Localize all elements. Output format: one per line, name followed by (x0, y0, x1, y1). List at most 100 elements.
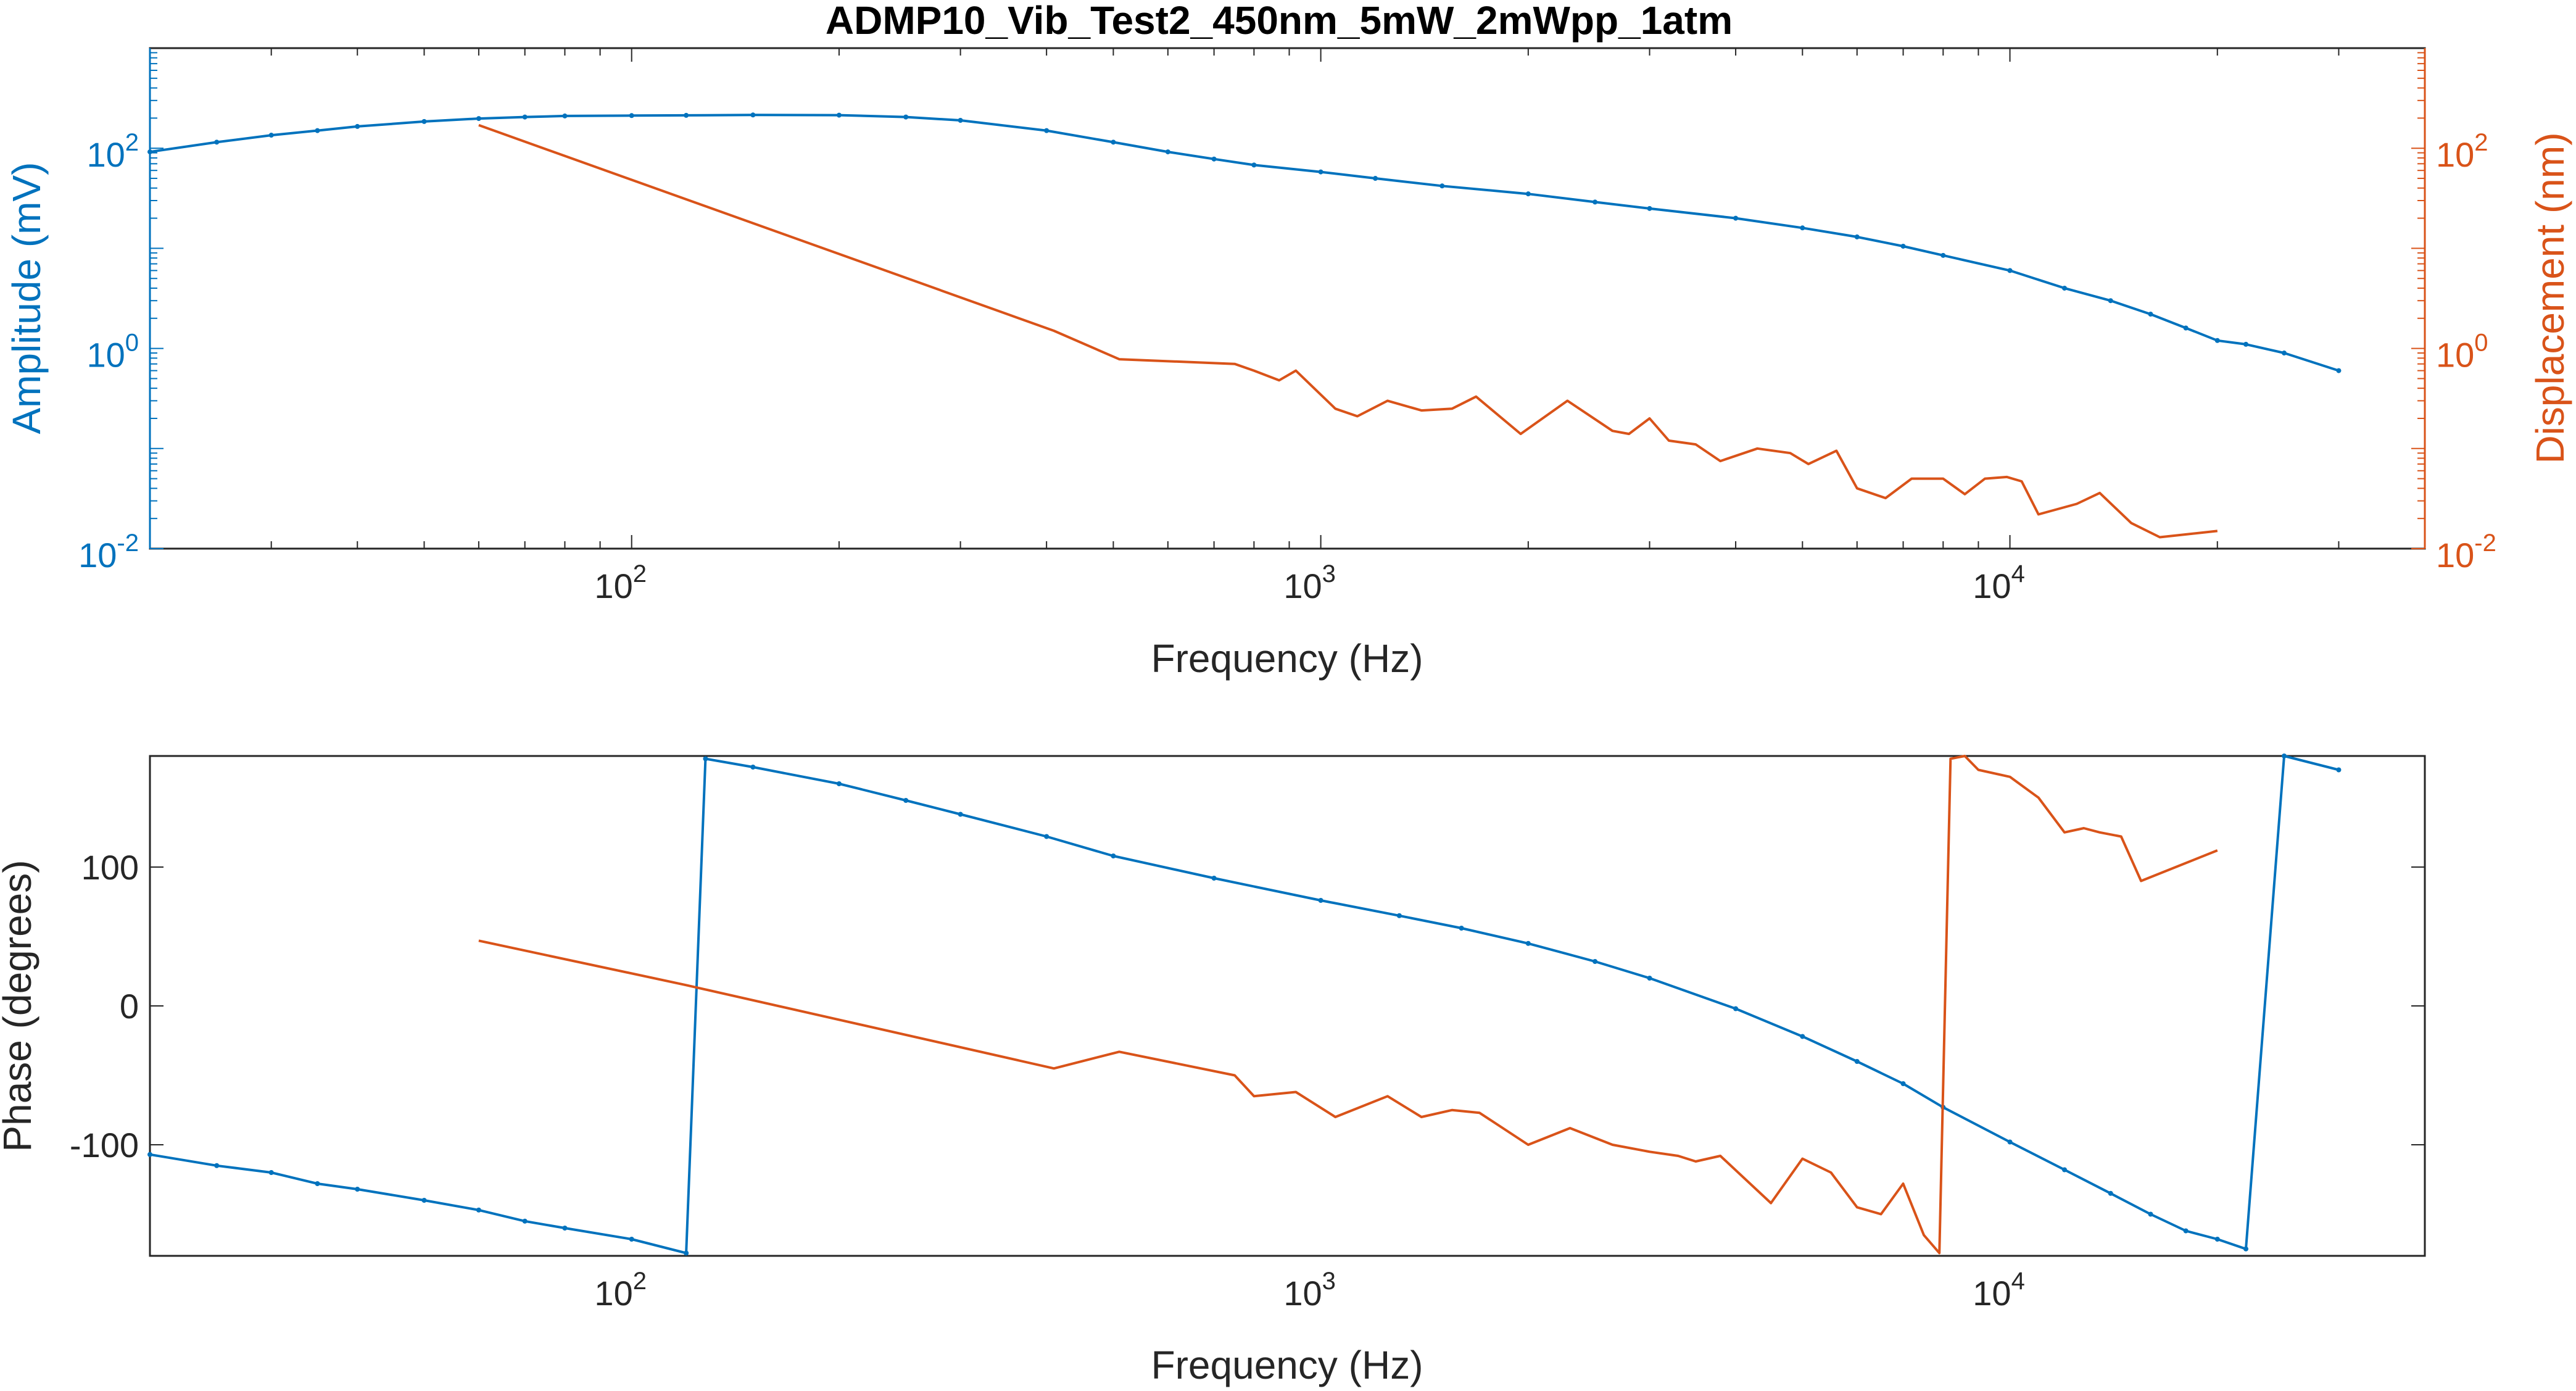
phase-point (2243, 1246, 2249, 1252)
amplitude-point (1525, 191, 1531, 197)
phase-point (958, 812, 963, 817)
phase-point (1044, 834, 1050, 839)
phase-point (2183, 1228, 2189, 1234)
amplitude-y-axis-label: Amplitude (mV) (4, 162, 49, 434)
x-tick-label: 102 (594, 1268, 647, 1313)
amplitude-point (750, 112, 756, 118)
amplitude-point (1044, 128, 1050, 133)
amplitude-point (1900, 243, 1906, 249)
phase-point (2336, 767, 2342, 773)
amplitude-point (903, 114, 909, 120)
displacement-y-axis-label: Displacement (nm) (2528, 132, 2572, 463)
amplitude-series (147, 112, 2342, 539)
phase-point (1900, 1081, 1906, 1086)
amplitude-point (355, 123, 360, 129)
amplitude-point (214, 139, 220, 145)
amplitude-point (147, 149, 152, 155)
phase-point (214, 1163, 220, 1168)
phase-point (1459, 926, 1464, 931)
y-tick-label: -100 (70, 1126, 139, 1165)
amplitude-y-ticks: 10-2 100 102 (78, 129, 139, 575)
phase-point (2148, 1211, 2153, 1217)
amplitude-point (684, 112, 689, 118)
y-tick-label: 0 (120, 987, 139, 1026)
y-tick-label: 102 (86, 129, 139, 174)
amplitude-point (2007, 268, 2013, 273)
x-tick-label: 103 (1283, 1268, 1336, 1313)
displacement-y-ticks: 10-2 100 102 (2436, 129, 2496, 575)
amplitude-point (1165, 149, 1170, 155)
y-tick-label: 10-2 (78, 529, 139, 575)
y2-tick-label: 102 (2436, 129, 2488, 174)
amplitude-point (1251, 162, 1257, 168)
amplitude-point (1592, 199, 1598, 205)
phase-point (1396, 913, 1402, 918)
phase-point (1733, 1006, 1739, 1011)
phase-point (147, 1152, 152, 1157)
phase-point (421, 1198, 427, 1203)
phase-point (836, 781, 842, 786)
x-tick-label: 104 (1973, 1268, 2025, 1313)
phase-point (355, 1187, 360, 1192)
amplitude-point (2061, 285, 2067, 291)
x-tick-label: 104 (1973, 560, 2025, 605)
amplitude-point (1111, 139, 1116, 145)
phase-point (903, 798, 909, 803)
phase-point (315, 1181, 320, 1186)
amplitude-point (2108, 298, 2113, 304)
phase-y-ticks: -100 0 100 (70, 848, 2425, 1165)
amplitude-series-line (149, 114, 2340, 372)
amplitude-point (315, 128, 320, 133)
amplitude-point (958, 117, 963, 123)
amplitude-point (2282, 351, 2287, 356)
y2-tick-label: 100 (2436, 330, 2488, 375)
phase-point (1800, 1034, 1805, 1039)
phase-point (703, 756, 708, 762)
amplitude-point (2214, 338, 2220, 343)
amplitude-point (1439, 183, 1445, 189)
y2-tick-label: 10-2 (2436, 529, 2496, 575)
amplitude-x-ticks: 102 103 104 (594, 560, 2024, 605)
x-tick-label: 102 (594, 560, 647, 605)
phase-plot: 102 103 104 -100 0 100 Frequency (Hz) Phase … (0, 754, 2426, 1387)
phase-point (2007, 1139, 2013, 1145)
phase-point (750, 765, 756, 770)
amplitude-point (1733, 215, 1739, 221)
y-tick-label: 100 (86, 330, 139, 375)
amplitude-point (522, 114, 528, 120)
phase-point (2282, 754, 2287, 758)
amplitude-plot-box (149, 47, 2426, 550)
x-tick-label: 103 (1283, 560, 1336, 605)
amplitude-point (421, 118, 427, 124)
displacement-series-line (478, 123, 2218, 539)
phase-y-axis-label: Phase (degrees) (0, 860, 39, 1152)
phase-point (268, 1170, 274, 1175)
amplitude-point (562, 113, 568, 118)
y-tick-label: 100 (81, 848, 139, 887)
amplitude-point (268, 133, 274, 138)
chart-title: ADMP10_Vib_Test2_450nm_5mW_2mWpp_1atm (826, 0, 1733, 43)
phase-point (2108, 1190, 2113, 1196)
phase-point (1318, 898, 1323, 903)
phase-point (2061, 1167, 2067, 1173)
amplitude-point (1800, 225, 1805, 231)
phase-point (522, 1218, 528, 1224)
phase-x-axis-label: Frequency (Hz) (1151, 1343, 1423, 1387)
phase-point (1111, 853, 1116, 858)
amplitude-point (1318, 169, 1323, 175)
phase-point (2214, 1237, 2220, 1242)
amplitude-point (629, 113, 634, 118)
phase-point (1525, 940, 1531, 946)
amplitude-point (836, 112, 842, 118)
amplitude-point (1373, 176, 1378, 181)
amplitude-point (2243, 341, 2249, 347)
phase-point (1647, 976, 1652, 981)
amplitude-point (1211, 156, 1217, 162)
phase-point (1211, 876, 1217, 881)
phase-plot-box (149, 755, 2426, 1257)
amplitude-point (2148, 312, 2153, 317)
phase-point (629, 1237, 634, 1242)
amplitude-x-axis-label: Frequency (Hz) (1151, 636, 1423, 681)
amplitude-point (1647, 206, 1652, 211)
amplitude-plot: 102 103 104 10-2 100 102 10-2 100 102 Frequenc… (4, 47, 2572, 1256)
